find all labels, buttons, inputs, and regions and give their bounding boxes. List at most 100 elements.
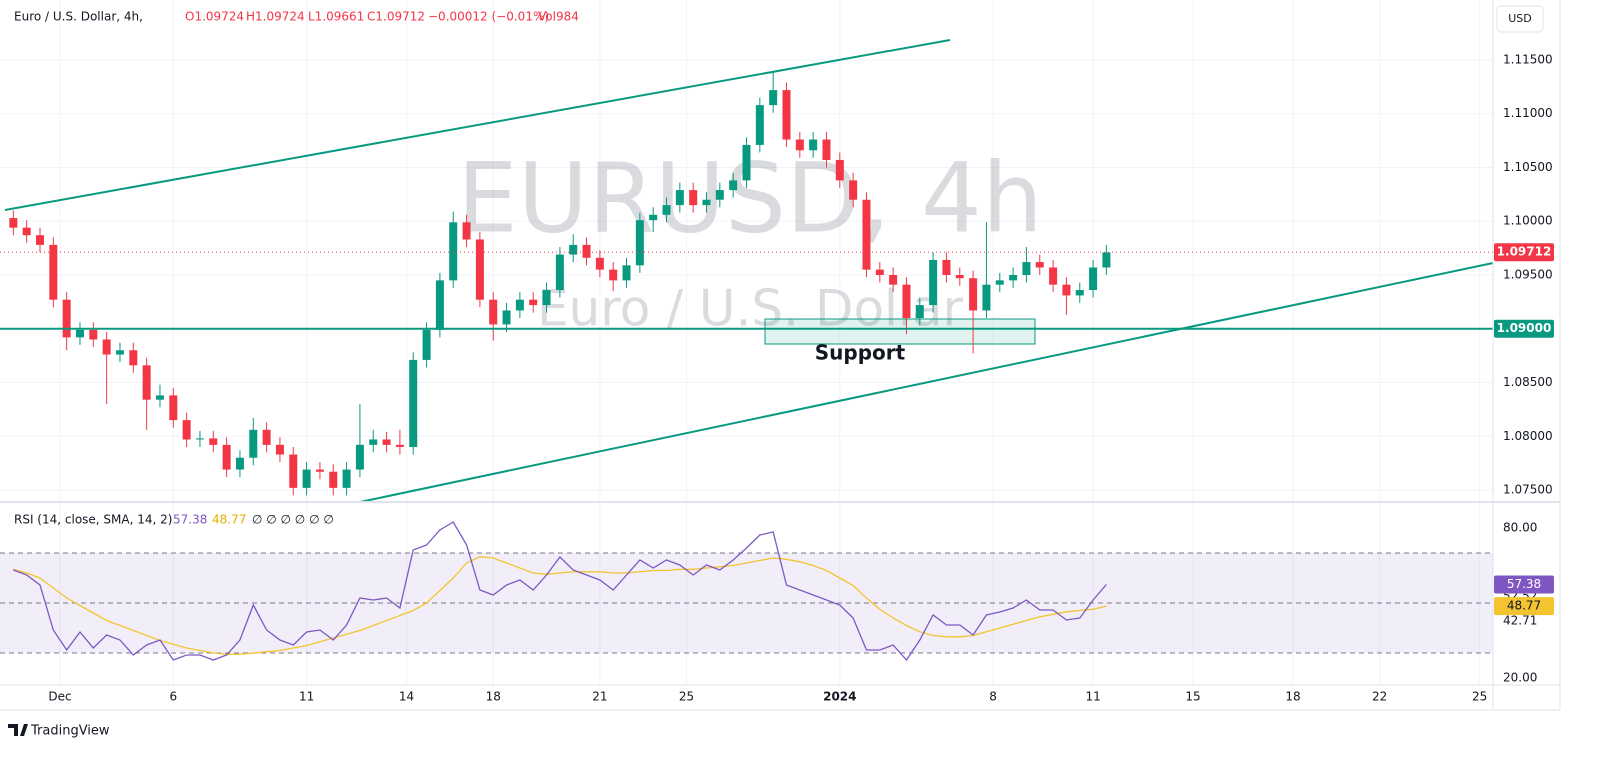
rsi-badge: [1494, 575, 1554, 594]
candle-body: [209, 438, 218, 445]
x-tick-label: 21: [592, 690, 607, 704]
candle-body: [529, 299, 538, 306]
candle-body: [902, 284, 911, 318]
candle-body: [889, 274, 898, 285]
candle-body: [249, 429, 258, 458]
candle-body: [875, 269, 884, 275]
candle-body: [1062, 284, 1071, 296]
candle-body: [755, 105, 764, 145]
x-tick-label: Dec: [48, 690, 71, 704]
candle-body: [969, 278, 978, 311]
legend-high: H1.09724: [246, 10, 305, 24]
x-tick-label: 14: [399, 690, 414, 704]
candle-body: [382, 439, 391, 445]
candle-body: [9, 218, 18, 228]
x-tick-label: 11: [1085, 690, 1100, 704]
candle-body: [182, 420, 191, 440]
x-tick-label: 11: [299, 690, 314, 704]
rsi-badge-label: 48.77: [1507, 599, 1541, 613]
candle-body: [262, 429, 271, 445]
rsi-value: 57.38: [173, 513, 207, 527]
candle-body: [982, 284, 991, 311]
candle-body: [809, 139, 818, 151]
rsi-tick-label: 42.71: [1503, 614, 1537, 628]
candle-body: [35, 235, 44, 245]
legend-open: O1.09724: [185, 10, 244, 24]
x-tick-label: 15: [1185, 690, 1200, 704]
candle-body: [155, 395, 164, 400]
y-tick-label: 1.08500: [1503, 375, 1553, 389]
candle-body: [289, 454, 298, 488]
candle-body: [222, 444, 231, 470]
candle-body: [475, 239, 484, 300]
rsi-title: RSI (14, close, SMA, 14, 2): [14, 513, 172, 527]
support-badge-label: 1.09000: [1497, 321, 1552, 335]
y-tick-label: 1.09500: [1503, 267, 1553, 281]
candle-body: [435, 280, 444, 330]
y-tick-label: 1.11000: [1503, 106, 1553, 120]
x-tick-label: 6: [169, 690, 177, 704]
legend-change: −0.00012 (−0.01%): [428, 10, 549, 24]
x-tick-label: 25: [679, 690, 694, 704]
candle-body: [689, 190, 698, 206]
brand-icon[interactable]: [8, 724, 28, 736]
symbol-title: Euro / U.S. Dollar, 4h,: [14, 10, 143, 24]
candle-body: [675, 190, 684, 206]
legend-volume: Vol984: [538, 10, 579, 24]
currency-button[interactable]: USD: [1496, 5, 1544, 33]
support-badge: [1494, 319, 1554, 338]
candle-body: [1049, 267, 1058, 285]
x-tick-label: 8: [989, 690, 997, 704]
candle-body: [235, 457, 244, 470]
candle-body: [489, 299, 498, 325]
support-label: Support: [815, 341, 906, 365]
candle-body: [955, 274, 964, 279]
candle-body: [542, 290, 551, 306]
rsi-sma-value: 48.77: [212, 513, 246, 527]
channel-upper-line: [4, 39, 951, 211]
candle-body: [22, 227, 31, 236]
candle-body: [835, 159, 844, 181]
candle-body: [49, 244, 58, 300]
candle-body: [422, 329, 431, 360]
currency-button-label[interactable]: USD: [1508, 12, 1532, 25]
candle-body: [142, 365, 151, 400]
candle-body: [769, 90, 778, 106]
candle-body: [662, 205, 671, 215]
candle-body: [635, 220, 644, 266]
candle-body: [569, 244, 578, 255]
candle-body: [409, 359, 418, 448]
candle-body: [129, 350, 138, 366]
rsi-line: [13, 521, 1107, 662]
candle-body: [302, 469, 311, 488]
y-tick-label: 1.07500: [1503, 483, 1553, 497]
currency-button-box[interactable]: [1496, 5, 1544, 33]
y-tick-label: 1.10500: [1503, 160, 1553, 174]
rsi-tick-label: 80.00: [1503, 521, 1537, 535]
rsi-badge-label: 57.38: [1507, 577, 1541, 591]
candle-body: [329, 471, 338, 488]
y-tick-label: 1.08000: [1503, 429, 1553, 443]
candle-body: [862, 199, 871, 270]
candle-body: [929, 259, 938, 306]
candle-body: [1102, 252, 1111, 268]
candle-body: [742, 144, 751, 181]
x-tick-label: 22: [1372, 690, 1387, 704]
x-tick-label: 25: [1472, 690, 1487, 704]
legend-close: C1.09712: [367, 10, 425, 24]
candle-body: [75, 329, 84, 338]
last-price-badge: [1494, 243, 1554, 262]
candle-body: [515, 299, 524, 311]
candle-body: [795, 139, 804, 151]
candle-body: [649, 214, 658, 221]
candle-body: [315, 469, 324, 472]
brand-name[interactable]: TradingView: [30, 724, 110, 739]
candle-body: [782, 90, 791, 140]
brand-logo[interactable]: TradingView: [8, 724, 110, 739]
candle-body: [1022, 262, 1031, 275]
candle-body: [462, 222, 471, 240]
x-tick-label: 2024: [823, 690, 856, 704]
candle-body: [502, 310, 511, 325]
candle-body: [342, 469, 351, 488]
